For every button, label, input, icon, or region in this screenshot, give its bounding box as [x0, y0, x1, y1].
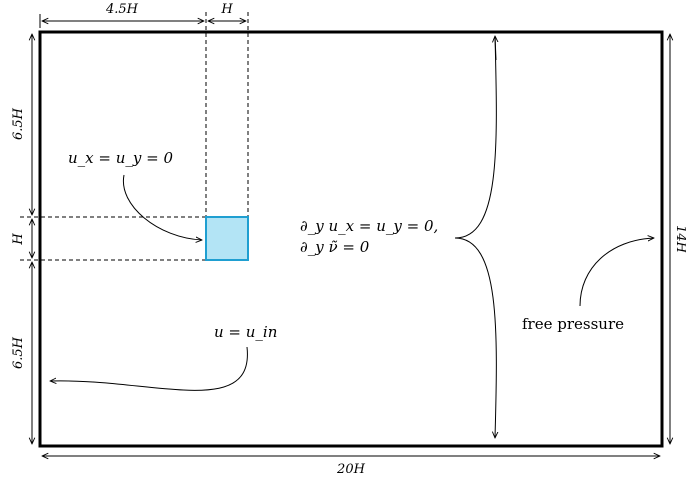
- side-bc-label-line2: ∂_y ν̃ = 0: [300, 238, 370, 256]
- inlet-bc-label: u = u_in: [214, 323, 277, 341]
- side-bc-brace: [454, 35, 496, 438]
- outlet-bc-arrow: [579, 238, 654, 307]
- obstacle-square: [205, 216, 249, 261]
- inlet-bc-arrow: [50, 346, 248, 391]
- dim-top-left-width: 4.5H: [105, 2, 139, 17]
- side-bc-label-line1: ∂_y u_x = u_y = 0,: [300, 217, 438, 235]
- obstacle-bc-label: u_x = u_y = 0: [68, 149, 173, 167]
- outlet-bc-label: free pressure: [522, 315, 624, 333]
- side-bc-brace-top-arrow: [495, 36, 496, 61]
- top-dimension-lines: [39, 14, 246, 28]
- domain-boundary: [38, 30, 664, 448]
- obstacle-bc-arrow: [122, 174, 202, 240]
- dim-left-obstacle-height: H: [11, 233, 26, 246]
- dim-left-upper-height: 6.5H: [11, 107, 26, 140]
- dim-bottom-width: 20H: [336, 462, 366, 477]
- obstacle-guides: [20, 12, 249, 261]
- dim-right-height: 14H: [673, 225, 686, 254]
- dim-top-obstacle-width: H: [220, 2, 233, 17]
- dim-left-lower-height: 6.5H: [11, 336, 26, 369]
